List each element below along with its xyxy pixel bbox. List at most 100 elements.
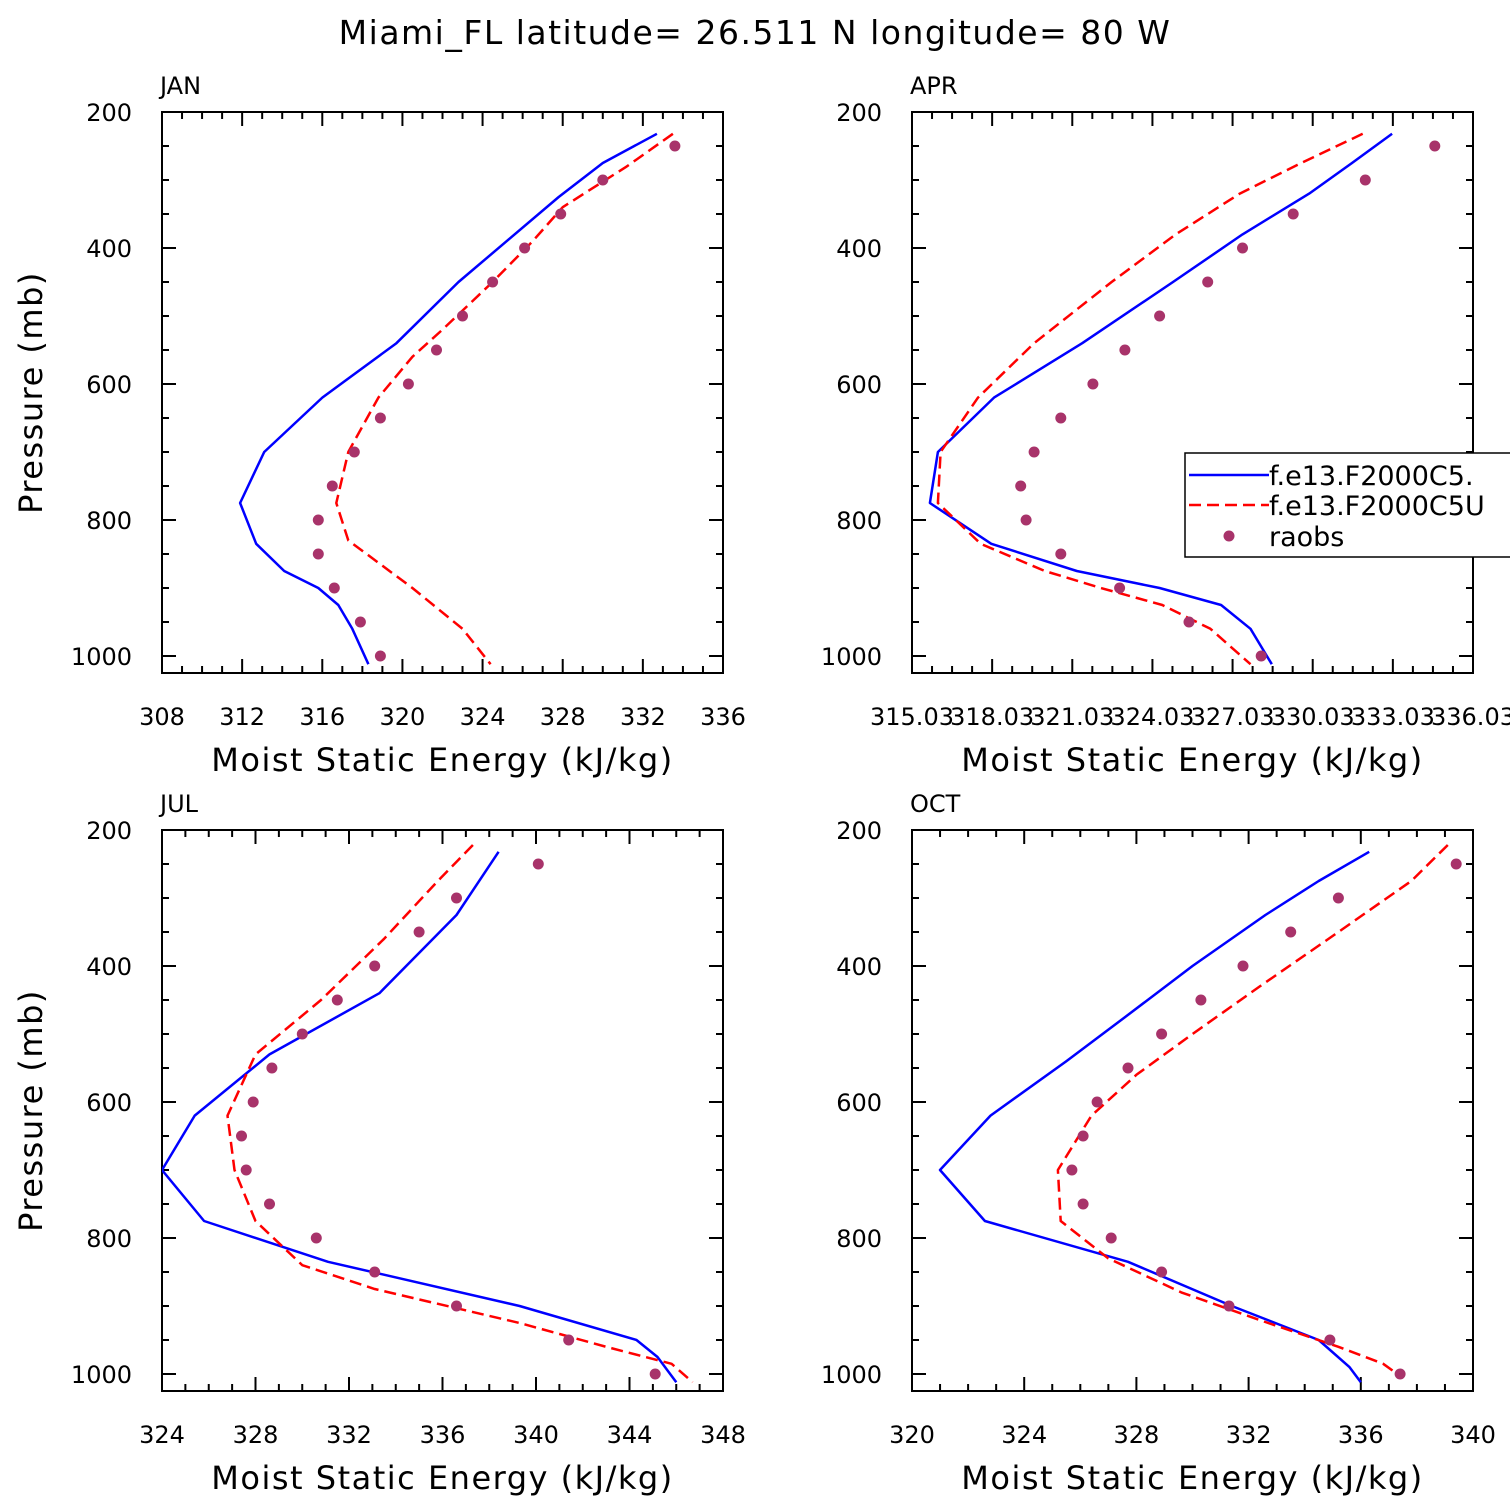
raobs-point: [649, 1368, 661, 1380]
y-tick-label: 1000: [821, 1361, 882, 1389]
plot-area: [938, 844, 1462, 1383]
raobs-point: [266, 1062, 278, 1074]
y-tick-label: 400: [86, 953, 132, 981]
x-tick-label: 332: [326, 1421, 372, 1449]
x-tick-label: 324: [460, 703, 506, 731]
series-line-f-e13-f2000c5: [238, 132, 658, 665]
series-line-f-e13-f2000c5: [928, 132, 1393, 665]
x-tick-label: 336: [420, 1421, 466, 1449]
raobs-point: [431, 344, 442, 356]
raobs-point: [1237, 960, 1249, 972]
raobs-point: [1066, 1164, 1078, 1176]
x-tick-label: 328: [233, 1421, 279, 1449]
x-tick-label: 332: [1226, 1421, 1272, 1449]
x-tick-label: 318.03: [950, 703, 1034, 731]
x-axis-label: Moist Static Energy (kJ/kg): [961, 741, 1423, 779]
y-tick-label: 600: [86, 371, 132, 399]
series-line-f-e13-f2000c5u: [335, 132, 674, 665]
y-tick-label: 400: [836, 235, 882, 263]
raobs-point: [1285, 926, 1297, 938]
raobs-point: [1154, 310, 1166, 322]
y-axis-label: Pressure (mb): [12, 271, 50, 514]
x-tick-label: 320: [889, 1421, 935, 1449]
raobs-point: [1028, 446, 1040, 458]
raobs-point: [1055, 548, 1067, 560]
y-tick-label: 200: [836, 817, 882, 845]
plot-frame: [161, 829, 724, 1392]
plot-area: [928, 132, 1441, 666]
raobs-point: [1359, 174, 1371, 186]
x-tick-label: 336: [1338, 1421, 1384, 1449]
raobs-point: [1324, 1334, 1336, 1346]
legend-label: raobs: [1269, 522, 1344, 553]
x-tick-label: 344: [607, 1421, 653, 1449]
y-tick-label: 200: [836, 99, 882, 127]
raobs-point: [296, 1028, 308, 1040]
panel-title: JAN: [158, 72, 201, 100]
y-tick-label: 200: [86, 817, 132, 845]
raobs-point: [1077, 1198, 1089, 1210]
raobs-point: [597, 174, 609, 186]
x-tick-label: 336.03: [1431, 703, 1510, 731]
x-tick-label: 328: [540, 703, 586, 731]
y-tick-label: 1000: [821, 643, 882, 671]
raobs-point: [354, 616, 366, 628]
raobs-point: [451, 892, 462, 904]
raobs-point: [457, 310, 468, 322]
raobs-point: [413, 926, 425, 938]
raobs-point: [1332, 892, 1344, 904]
y-tick-label: 400: [86, 235, 132, 263]
raobs-point: [1394, 1368, 1406, 1380]
plot-area: [238, 132, 681, 665]
x-axis-label: Moist Static Energy (kJ/kg): [211, 741, 673, 779]
x-tick-label: 327.03: [1191, 703, 1275, 731]
panel-jul: JUL 324 328 332 336 340 344 348 200 400 600 800 1000…: [12, 790, 746, 1497]
raobs-point: [532, 858, 544, 870]
panel-title: APR: [910, 72, 958, 100]
raobs-point: [563, 1334, 575, 1346]
x-tick-label: 328: [1113, 1421, 1159, 1449]
legend-swatch-dot: [1223, 530, 1235, 542]
raobs-point: [236, 1130, 247, 1142]
raobs-point: [1087, 378, 1099, 390]
x-tick-label: 332: [620, 703, 666, 731]
raobs-point: [1450, 858, 1462, 870]
series-line-f-e13-f2000c5: [938, 850, 1370, 1383]
y-tick-label: 1000: [71, 1361, 132, 1389]
raobs-point: [1156, 1028, 1168, 1040]
panel-jan: JAN 308 312 316 320 324 328 332 336 200 400 600 800 1…: [12, 72, 746, 779]
panel-title: JUL: [158, 790, 199, 818]
y-tick-label: 800: [86, 1225, 132, 1253]
y-tick-label: 600: [836, 1089, 882, 1117]
raobs-point: [369, 1266, 381, 1278]
raobs-point: [1202, 276, 1214, 288]
x-tick-label: 321.03: [1030, 703, 1114, 731]
y-tick-label: 800: [86, 507, 132, 535]
raobs-point: [240, 1164, 252, 1176]
raobs-point: [402, 378, 414, 390]
plot-frame: [911, 111, 1474, 674]
x-tick-label: 324: [1001, 1421, 1047, 1449]
raobs-point: [1055, 412, 1067, 424]
raobs-point: [374, 650, 386, 662]
raobs-point: [264, 1198, 275, 1210]
raobs-point: [1287, 208, 1299, 220]
panel-title: OCT: [910, 790, 961, 818]
series-line-f-e13-f2000c5u: [226, 844, 694, 1384]
figure-title: Miami_FL latitude= 26.511 N longitude= 8…: [339, 13, 1172, 52]
raobs-point: [1091, 1096, 1103, 1108]
panels: JAN 308 312 316 320 324 328 332 336 200 400 600 800 1…: [12, 72, 1510, 1497]
raobs-point: [519, 242, 531, 254]
y-tick-label: 200: [86, 99, 132, 127]
raobs-point: [328, 582, 340, 594]
raobs-point: [451, 1300, 462, 1312]
raobs-point: [669, 140, 681, 152]
plot-frame: [161, 111, 724, 674]
raobs-point: [1105, 1232, 1117, 1244]
x-tick-label: 315.03: [870, 703, 954, 731]
x-tick-label: 312: [219, 703, 265, 731]
y-tick-label: 600: [86, 1089, 132, 1117]
raobs-point: [1255, 650, 1267, 662]
